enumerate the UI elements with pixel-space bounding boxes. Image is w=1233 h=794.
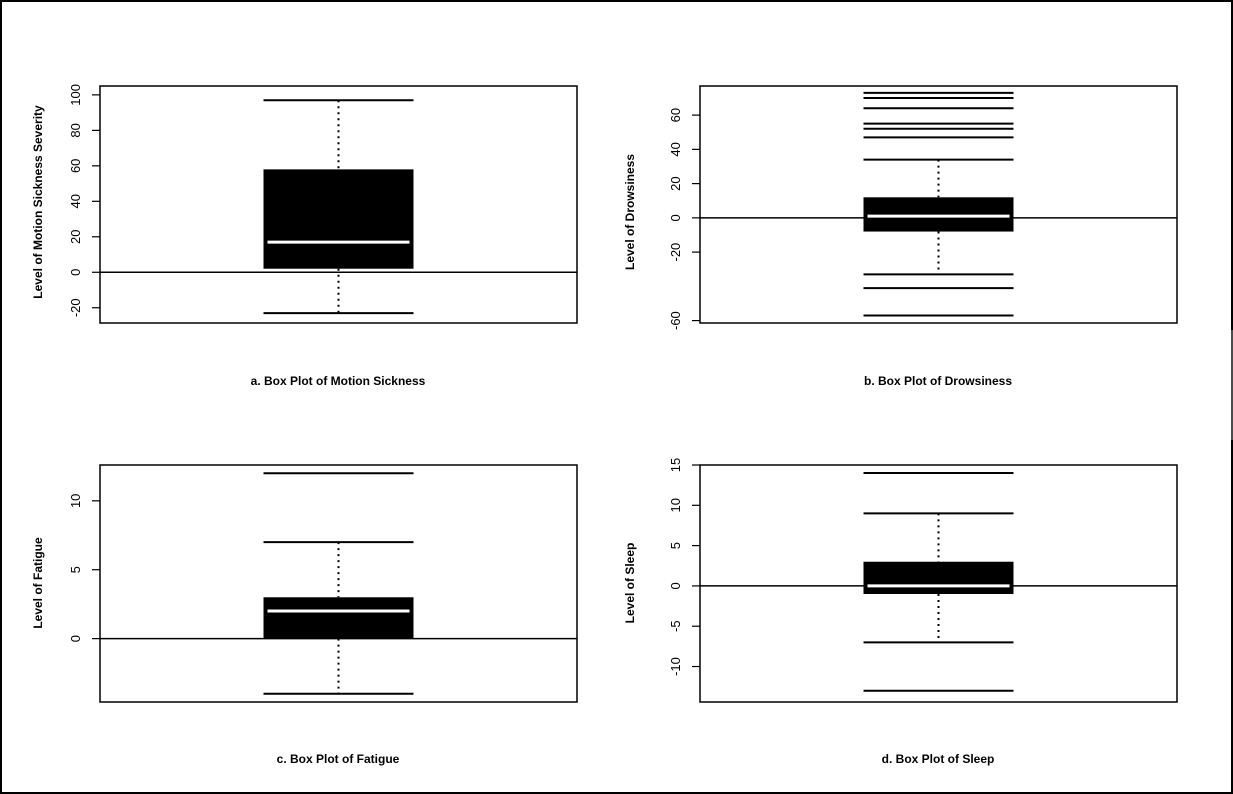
panel-d-caption: d. Box Plot of Sleep bbox=[882, 752, 995, 766]
panel-a-plot-frame bbox=[99, 85, 578, 324]
panel-c-y-ticks: 0 5 10 bbox=[68, 494, 100, 642]
y-tick-label: 40 bbox=[668, 142, 683, 156]
y-tick-label: 60 bbox=[68, 159, 83, 173]
panel-a-ylabel: Level of Motion Sickness Severity bbox=[31, 105, 45, 299]
y-tick-label: 0 bbox=[68, 635, 83, 642]
y-tick-label: -20 bbox=[668, 243, 683, 262]
box-iqr bbox=[863, 561, 1014, 594]
y-tick-label: 10 bbox=[68, 494, 83, 508]
y-tick-label: -60 bbox=[668, 311, 683, 330]
panel-d-ylabel: Level of Sleep bbox=[623, 543, 637, 624]
box-iqr bbox=[263, 597, 414, 639]
y-tick-label: -20 bbox=[68, 298, 83, 317]
panel-b-plot bbox=[700, 91, 1177, 317]
panel-a-caption: a. Box Plot of Motion Sickness bbox=[251, 374, 426, 388]
y-tick-label: 5 bbox=[68, 566, 83, 573]
panel-c: Level of Fatigue 0 5 10 c. Box Plot of Fat… bbox=[31, 464, 578, 766]
y-tick-label: 40 bbox=[68, 194, 83, 208]
y-tick-label: 100 bbox=[68, 84, 83, 106]
panel-d: Level of Sleep -10 -5 0 5 10 15 d. Box Plot o… bbox=[623, 458, 1178, 766]
panel-d-plot bbox=[700, 472, 1177, 692]
panel-c-plot-frame bbox=[99, 464, 578, 703]
panel-b-ylabel: Level of Drowsiness bbox=[623, 154, 637, 270]
box-iqr bbox=[263, 169, 414, 269]
panel-b-y-ticks: -60 -20 0 20 40 60 bbox=[668, 108, 700, 330]
panel-b-plot-frame bbox=[699, 85, 1178, 324]
panel-a-plot bbox=[100, 99, 577, 315]
y-tick-label: -10 bbox=[668, 657, 683, 676]
panel-a: Level of Motion Sickness Severity -20 0 20… bbox=[31, 84, 578, 388]
y-tick-label: 80 bbox=[68, 123, 83, 137]
y-tick-label: 0 bbox=[668, 582, 683, 589]
panel-d-y-ticks: -10 -5 0 5 10 15 bbox=[668, 458, 700, 676]
y-tick-label: 20 bbox=[668, 176, 683, 190]
y-tick-label: 5 bbox=[668, 542, 683, 549]
y-tick-label: -5 bbox=[668, 620, 683, 632]
panel-c-caption: c. Box Plot of Fatigue bbox=[277, 752, 400, 766]
y-tick-label: 0 bbox=[68, 269, 83, 276]
panel-c-plot bbox=[100, 472, 577, 695]
panel-d-plot-frame bbox=[699, 464, 1178, 703]
panel-b-caption: b. Box Plot of Drowsiness bbox=[864, 374, 1012, 388]
y-tick-label: 15 bbox=[668, 458, 683, 472]
y-tick-label: 20 bbox=[68, 230, 83, 244]
y-tick-label: 0 bbox=[668, 214, 683, 221]
panel-a-y-ticks: -20 0 20 40 60 80 100 bbox=[68, 84, 100, 317]
y-tick-label: 10 bbox=[668, 498, 683, 512]
panel-b: Level of Drowsiness -60 -20 0 20 40 60 b. Box… bbox=[623, 85, 1178, 388]
box-iqr bbox=[863, 197, 1014, 232]
y-tick-label: 60 bbox=[668, 108, 683, 122]
panel-c-ylabel: Level of Fatigue bbox=[31, 537, 45, 629]
